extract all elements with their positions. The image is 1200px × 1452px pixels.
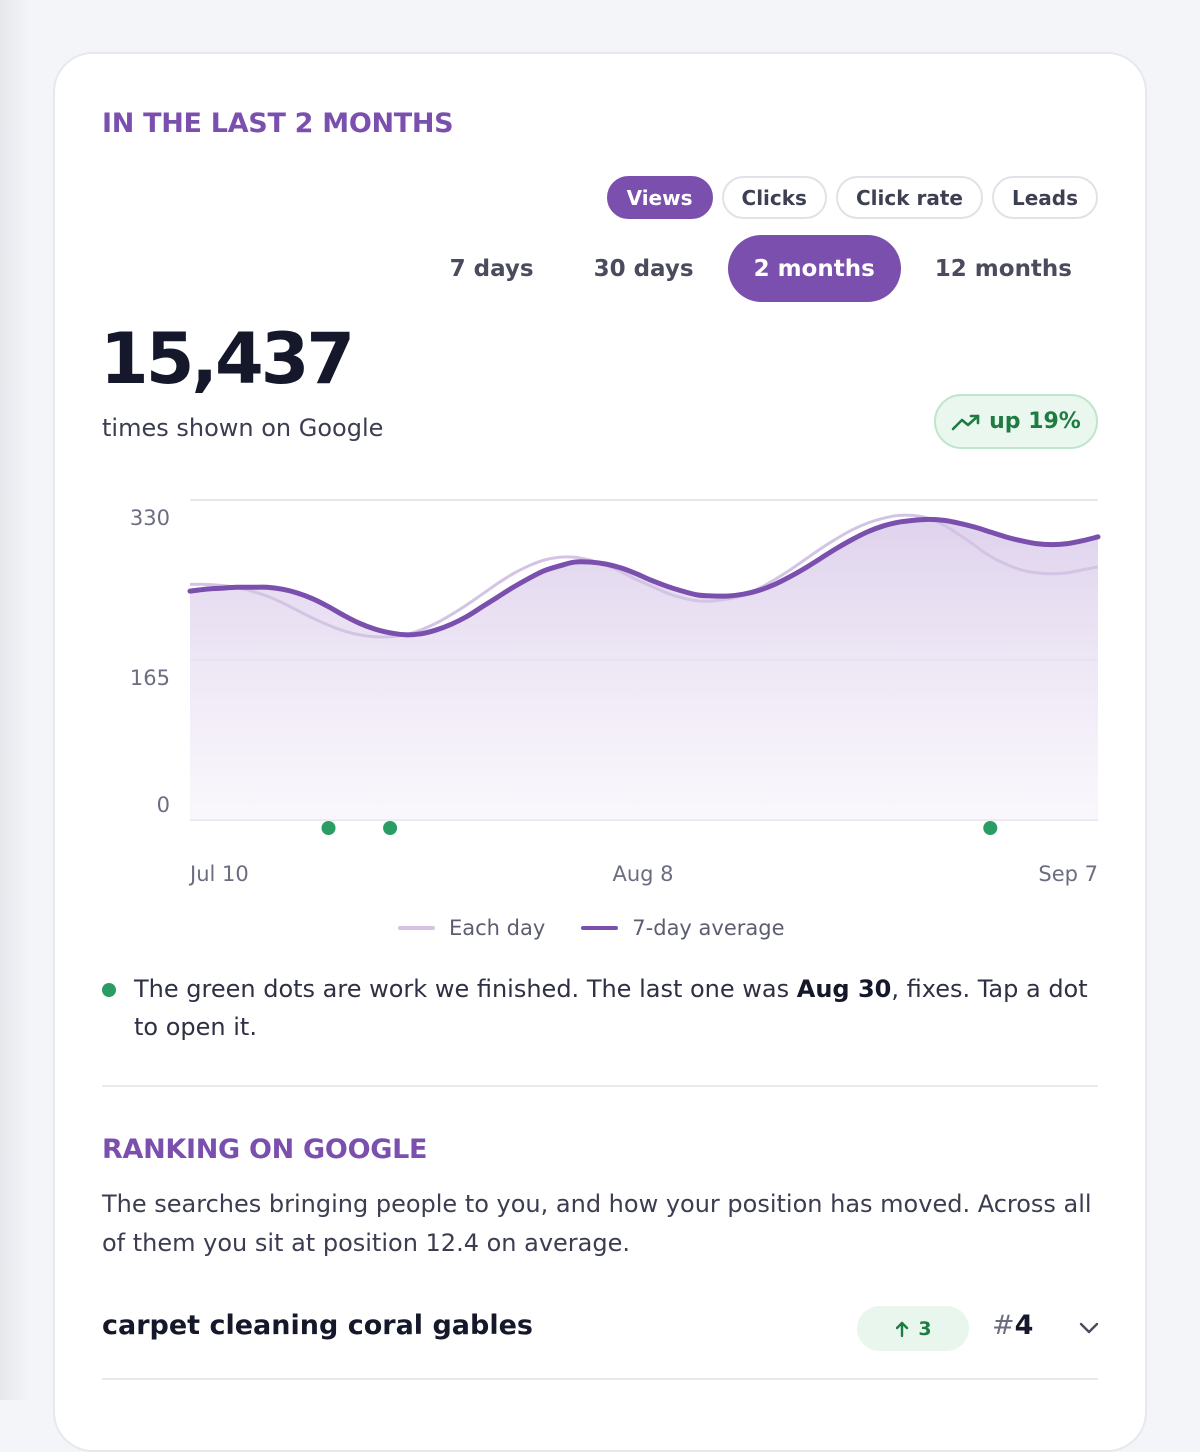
keyword-row[interactable]: carpet cleaning coral gables 3 #4 — [102, 1300, 1101, 1358]
position-hash: # — [992, 1310, 1015, 1341]
legend-item-average: 7-day average — [581, 916, 785, 940]
x-tick-label: Jul 10 — [188, 862, 249, 886]
note-text-after: , fixes. Tap a dot to open it. — [134, 975, 1088, 1041]
section-title-overview: IN THE LAST 2 MONTHS — [102, 108, 454, 139]
keyword-text: carpet cleaning coral gables — [102, 1310, 533, 1341]
event-dot[interactable] — [383, 821, 398, 835]
note-text-before: The green dots are work we finished. The… — [134, 975, 797, 1003]
chevron-down-icon[interactable] — [1077, 1320, 1101, 1336]
trend-badge: up 19% — [934, 394, 1098, 449]
average-series-line — [187, 516, 1101, 638]
range-tab-2-months[interactable]: 2 months — [727, 235, 901, 302]
metric-tab-leads[interactable]: Leads — [991, 176, 1098, 219]
keyword-position: #4 — [992, 1310, 1033, 1341]
page-edge-shadow — [0, 0, 30, 1400]
position-change-value: 3 — [918, 1317, 932, 1340]
events-note: The green dots are work we finished. The… — [102, 970, 1102, 1046]
position-value: 4 — [1014, 1310, 1034, 1341]
range-tab-7-days[interactable]: 7 days — [449, 255, 534, 282]
keyword-row-divider — [102, 1378, 1098, 1380]
arrow-up-icon — [896, 1321, 909, 1337]
legend-swatch-average — [581, 926, 619, 930]
average-area — [190, 519, 1098, 820]
position-change-badge: 3 — [857, 1306, 969, 1351]
range-tab-30-days[interactable]: 30 days — [593, 255, 694, 282]
metric-tab-views[interactable]: Views — [606, 176, 713, 219]
metric-selector: Views Clicks Click rate Leads — [606, 176, 1098, 219]
note-last-date: Aug 30 — [796, 975, 892, 1003]
range-selector: 7 days 30 days 2 months 12 months — [424, 235, 1098, 302]
events-note-text: The green dots are work we finished. The… — [134, 970, 1102, 1046]
x-tick-label: Sep 7 — [1038, 862, 1098, 886]
metric-tab-clicks[interactable]: Clicks — [721, 176, 827, 219]
x-tick-label: Aug 8 — [612, 862, 673, 886]
total-views-caption: times shown on Google — [102, 414, 384, 442]
ranking-description: The searches bringing people to you, and… — [102, 1190, 1092, 1257]
legend-swatch-daily — [398, 926, 435, 930]
y-tick-label: 165 — [130, 666, 170, 690]
y-tick-label: 330 — [130, 506, 170, 530]
event-dot[interactable] — [321, 821, 336, 835]
total-views-value: 15,437 — [100, 318, 355, 400]
legend-label-daily: Each day — [449, 916, 546, 940]
event-dot-icon — [102, 983, 116, 997]
views-chart: 330 165 0 Jul 10 Aug 8 Sep 7 — [130, 499, 1101, 886]
trending-up-icon — [951, 414, 980, 430]
range-tab-12-months[interactable]: 12 months — [934, 255, 1072, 282]
chart-legend: Each day 7-day average — [398, 916, 821, 940]
daily-series-line — [189, 513, 1099, 639]
metric-tab-click-rate[interactable]: Click rate — [835, 176, 983, 219]
event-dot[interactable] — [983, 821, 998, 835]
legend-label-average: 7-day average — [632, 916, 785, 940]
section-divider — [102, 1085, 1098, 1087]
legend-item-daily: Each day — [398, 916, 545, 940]
trend-label: up 19% — [989, 409, 1081, 434]
y-tick-label: 0 — [157, 793, 170, 817]
section-title-ranking: RANKING ON GOOGLE — [102, 1134, 428, 1165]
